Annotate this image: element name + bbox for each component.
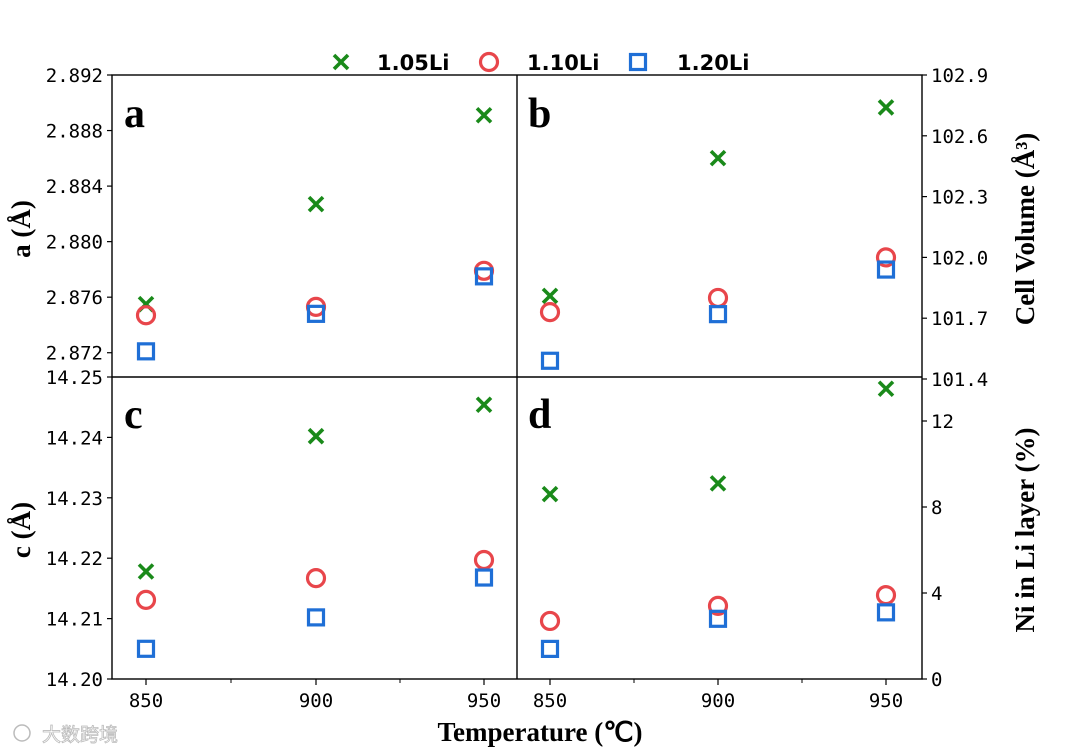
point-c-1-20li-950 [474,568,494,587]
legend-marker-1-20li [628,52,648,72]
y-tick-label-panel-c: 14.22 [46,548,103,570]
point-c-1-10li-900 [305,568,327,589]
point-c-1-05li-950 [475,396,493,414]
point-d-1-10li-850 [539,610,561,632]
point-b-1-20li-900 [708,305,728,324]
point-d-1-20li-850 [540,639,560,659]
y-tick-label-panel-b: 101.7 [931,308,988,330]
legend-marker-shape [332,53,350,71]
point-c-1-10li-950 [473,549,495,571]
point-c-1-05li-900 [307,427,325,445]
point-a-1-20li-950 [474,267,494,286]
point-a-1-10li-850 [135,305,157,326]
point-b-1-10li-900 [707,287,729,309]
point-d-1-05li-850 [541,485,559,503]
point-a-1-20li-850 [136,342,156,361]
legend: 1.05Li 1.10Li 1.20Li [332,51,749,75]
point-a-1-05li-900 [307,195,325,213]
y-tick-label-panel-a: 2.884 [46,176,103,198]
legend-label-1-10li: 1.10Li [527,51,599,75]
y-tick-label-panel-a: 2.880 [46,232,103,254]
legend-marker-1-05li [332,53,350,71]
y-tick-label-panel-c: 14.25 [46,367,103,389]
y-tick-label-panel-a: 2.892 [46,65,103,87]
data-markers [135,99,897,659]
legend-marker-shape [628,52,648,72]
y-tick-label-panel-d: 8 [931,497,942,519]
watermark-text: 大数跨境 [42,724,118,746]
point-b-1-10li-950 [875,247,897,268]
y-tick-label-panel-d: 12 [931,411,954,433]
legend-label-1-05li: 1.05Li [377,51,449,75]
x-tick-label: 900 [299,690,333,712]
y-axis-label-a: a (Å) [6,200,36,258]
y-tick-label-panel-b: 101.4 [931,369,988,391]
point-b-1-20li-950 [876,260,896,279]
point-b-1-05li-900 [709,149,727,167]
x-tick-label: 950 [869,690,903,712]
y-tick-label-panel-c: 14.21 [46,609,103,631]
legend-marker-1-10li [478,51,500,73]
y-axis-label-cell-volume: Cell Volume (Å³) [1010,133,1040,326]
y-tick-label-panel-a: 2.876 [46,287,103,309]
point-d-1-05li-900 [709,475,727,492]
y-tick-label-panel-b: 102.0 [931,247,988,269]
y-tick-label-panel-a: 2.872 [46,343,103,365]
y-tick-label-panel-b: 102.3 [931,187,988,209]
y-tick-label-panel-c: 14.23 [46,488,103,510]
x-tick-label: 900 [701,690,735,712]
point-a-1-20li-900 [306,304,326,323]
point-b-1-20li-850 [540,351,560,370]
y-tick-label-panel-c: 14.24 [46,427,103,449]
x-tick-label: 850 [533,690,567,712]
point-c-1-20li-850 [136,639,156,658]
point-c-1-10li-850 [135,589,157,610]
point-d-1-10li-900 [707,595,729,617]
x-axis-label: Temperature (℃) [437,717,642,747]
y-tick-label-panel-b: 102.6 [931,126,988,148]
point-b-1-10li-850 [539,302,561,323]
legend-label-1-20li: 1.20Li [677,51,749,75]
axis-ticks: 2.892 2.888 2.884 2.880 2.876 2.872 102.9 102.6… [46,65,988,712]
point-d-1-10li-950 [875,585,897,606]
panel-label-b: b [528,91,551,137]
point-b-1-05li-850 [541,287,559,305]
point-d-1-20li-900 [708,609,728,628]
y-tick-label-panel-d: 4 [931,583,942,605]
panel-label-a: a [124,91,145,137]
y-axis-label-c: c (Å) [6,502,36,558]
y-tick-label-panel-d: 0 [931,669,942,691]
point-d-1-20li-950 [876,603,896,622]
y-tick-label-panel-a: 2.888 [46,121,103,143]
panel-label-d: d [528,392,551,438]
y-tick-label-panel-c: 14.20 [46,669,103,691]
watermark: 大数跨境 [13,724,118,746]
point-d-1-05li-950 [877,380,895,398]
point-c-1-05li-850 [137,563,155,580]
legend-marker-shape [478,51,500,73]
panel-label-c: c [124,392,143,438]
point-a-1-05li-950 [475,106,493,124]
point-b-1-05li-950 [877,99,895,116]
y-tick-label-panel-b: 102.9 [931,65,988,87]
x-tick-label: 950 [467,690,501,712]
x-tick-label: 850 [129,690,163,712]
y-axis-label-ni-in-li-layer: Ni in Li layer (%) [1010,428,1040,633]
point-c-1-20li-900 [306,608,326,627]
watermark-logo-icon [13,724,31,742]
